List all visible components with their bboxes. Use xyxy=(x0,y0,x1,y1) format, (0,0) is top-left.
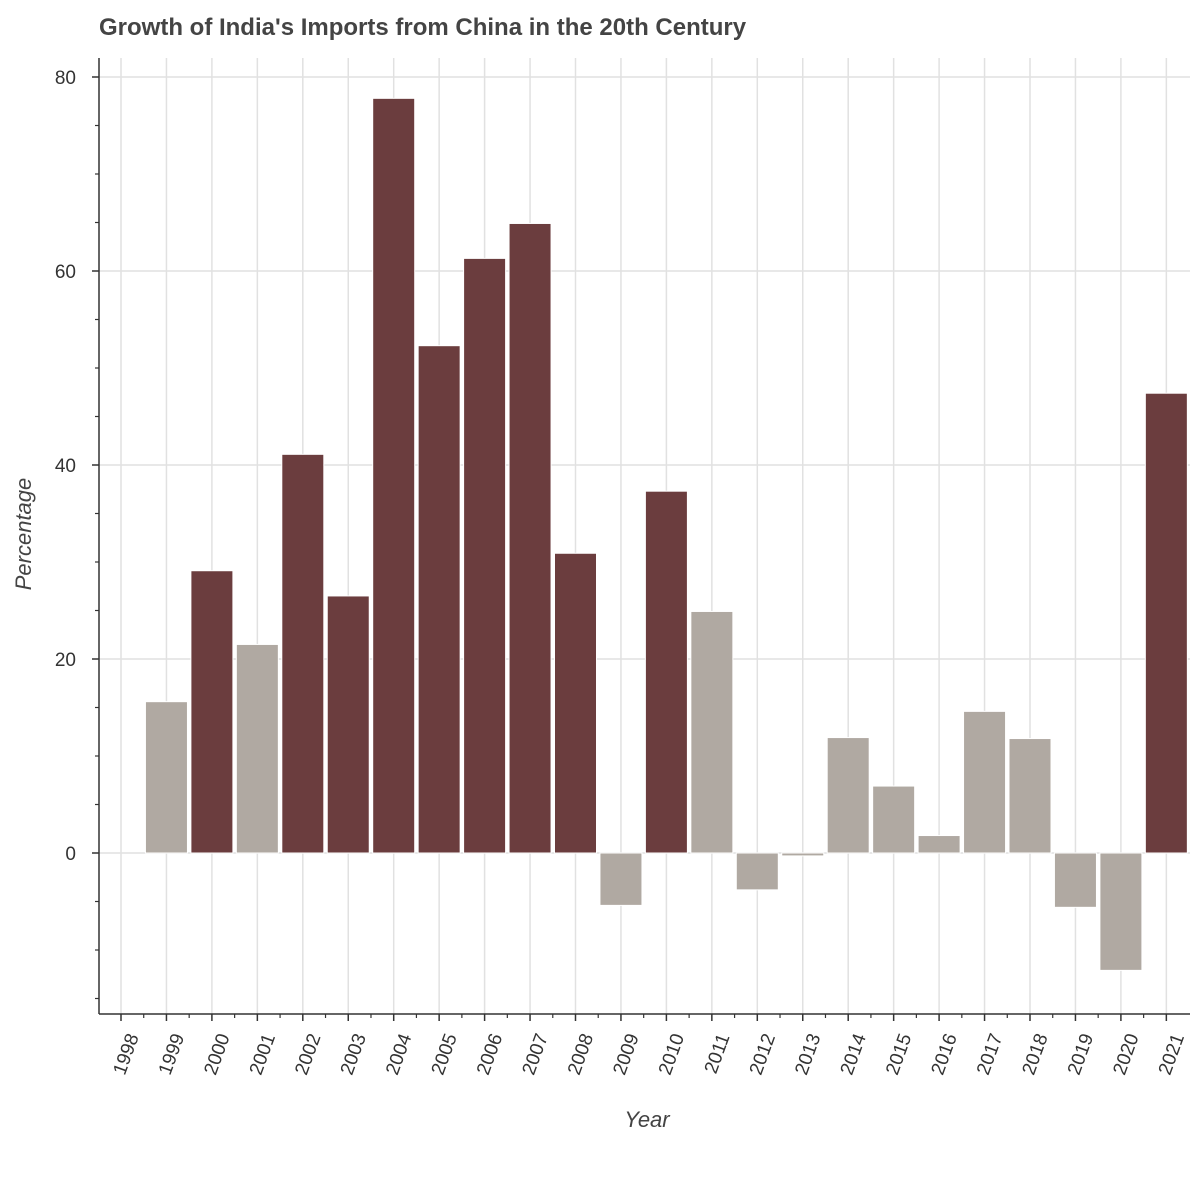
grid-lines xyxy=(99,58,1190,1014)
bar-2017 xyxy=(963,710,1007,854)
bar-2016 xyxy=(917,835,961,854)
x-tick-label: 2005 xyxy=(428,1031,462,1078)
x-tick-label: 2019 xyxy=(1064,1031,1098,1078)
bar-2001 xyxy=(235,643,279,854)
x-tick-label: 2013 xyxy=(791,1031,825,1078)
x-tick-label: 2011 xyxy=(701,1031,735,1077)
x-tick-label: 2015 xyxy=(882,1031,916,1078)
y-tick-label: 60 xyxy=(55,262,76,283)
x-tick-label: 2017 xyxy=(973,1031,1007,1078)
bar-2011 xyxy=(690,610,734,854)
x-tick-label: 2010 xyxy=(655,1031,689,1078)
bar-2014 xyxy=(826,737,870,854)
y-tick-label: 80 xyxy=(55,68,76,89)
bar-2018 xyxy=(1008,738,1052,854)
x-tick-label: 2006 xyxy=(473,1031,507,1078)
bar-2010 xyxy=(644,490,688,854)
x-tick-label: 2002 xyxy=(291,1031,325,1078)
x-tick-label: 2016 xyxy=(928,1031,962,1078)
x-tick-label: 2014 xyxy=(837,1031,871,1078)
x-tick-label: 2020 xyxy=(1109,1031,1143,1078)
x-tick-label: 1998 xyxy=(110,1031,144,1078)
x-tick-label: 2012 xyxy=(746,1031,780,1078)
bar-2006 xyxy=(463,257,507,854)
chart-title: Growth of India's Imports from China in … xyxy=(99,14,747,41)
bar-2019 xyxy=(1053,852,1097,908)
x-tick-label: 2021 xyxy=(1155,1031,1189,1078)
x-tick-label: 2018 xyxy=(1019,1031,1053,1078)
x-tick-label: 2001 xyxy=(246,1031,280,1078)
x-tick-label: 2004 xyxy=(382,1031,416,1078)
bar-2009 xyxy=(599,852,643,906)
bar-2002 xyxy=(281,453,325,854)
bar-2012 xyxy=(735,852,779,891)
bar-2008 xyxy=(554,552,597,854)
bar-2007 xyxy=(508,222,552,854)
x-tick-label: 2007 xyxy=(519,1031,553,1078)
bar-2004 xyxy=(372,97,416,854)
x-tick-label: 2003 xyxy=(337,1031,371,1078)
y-tick-label: 40 xyxy=(55,456,76,477)
y-axis-title: Percentage xyxy=(11,478,36,591)
bar-2021 xyxy=(1144,392,1188,854)
bar-2003 xyxy=(326,595,370,854)
x-tick-label: 2000 xyxy=(200,1031,234,1078)
y-tick-label: 0 xyxy=(65,844,76,865)
bar-2005 xyxy=(417,345,461,854)
axes: 0 20 40 60 80 1998 1999 2000 2001 2002 2003 2004 200… xyxy=(55,58,1190,1078)
bar-1999 xyxy=(144,701,188,854)
bar-2015 xyxy=(872,785,916,854)
bar-2020 xyxy=(1099,852,1143,971)
bars xyxy=(144,97,1188,971)
x-tick-label: 2009 xyxy=(609,1031,643,1078)
y-tick-label: 20 xyxy=(55,650,76,671)
x-axis-title: Year xyxy=(624,1107,671,1132)
x-tick-label: 1999 xyxy=(155,1031,189,1078)
bar-2000 xyxy=(190,570,234,854)
x-tick-label: 2008 xyxy=(564,1031,598,1078)
bar-2013 xyxy=(781,852,825,857)
